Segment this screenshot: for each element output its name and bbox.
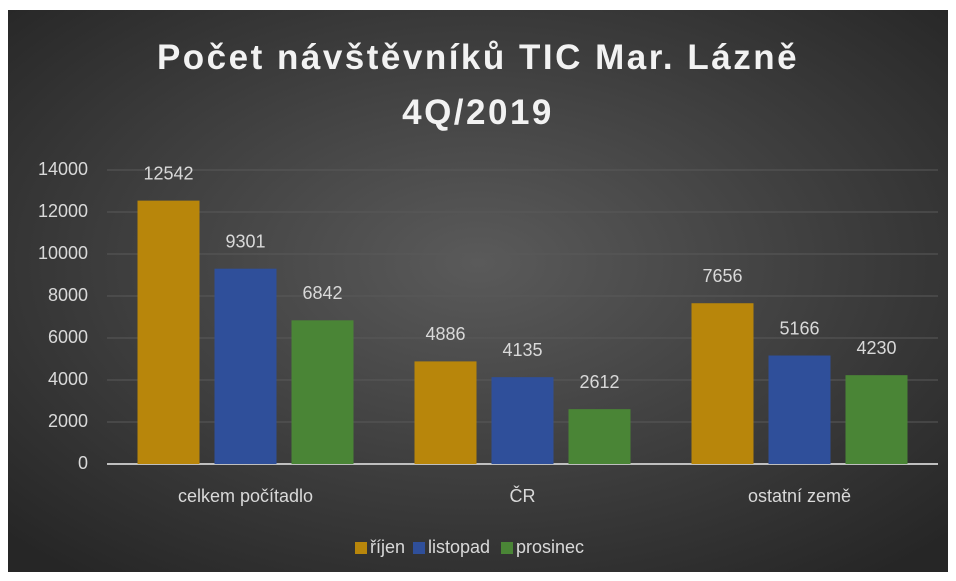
data-label: 5166 [779,318,819,338]
legend-label: listopad [428,537,490,557]
y-tick-label: 2000 [48,411,88,431]
legend-swatch [355,542,367,554]
y-tick-label: 10000 [38,243,88,263]
x-tick-label: ČR [510,485,536,506]
bar [845,375,908,464]
data-label: 4886 [425,324,465,344]
legend-swatch [501,542,513,554]
legend-label: říjen [370,537,405,557]
bar [768,355,831,464]
y-tick-label: 4000 [48,369,88,389]
data-label: 6842 [302,283,342,303]
legend-label: prosinec [516,537,584,557]
data-label: 4230 [856,338,896,358]
y-tick-label: 8000 [48,285,88,305]
x-tick-label: ostatní země [748,486,851,506]
bar [491,377,554,464]
y-tick-label: 6000 [48,327,88,347]
x-tick-label: celkem počítadlo [178,486,313,506]
bar [568,409,631,464]
bar [214,268,277,464]
chart-title: Počet návštěvníků TIC Mar. Lázně 4Q/2019 [156,38,800,132]
bar [414,361,477,464]
data-label: 7656 [702,266,742,286]
bar [691,303,754,464]
data-label: 12542 [143,163,193,183]
y-tick-label: 12000 [38,201,88,221]
data-label: 4135 [502,340,542,360]
legend-swatch [413,542,425,554]
y-tick-label: 0 [78,453,88,473]
data-label: 2612 [579,372,619,392]
bar [291,320,354,464]
y-tick-label: 14000 [38,159,88,179]
bar [137,200,200,465]
data-label: 9301 [225,231,265,251]
